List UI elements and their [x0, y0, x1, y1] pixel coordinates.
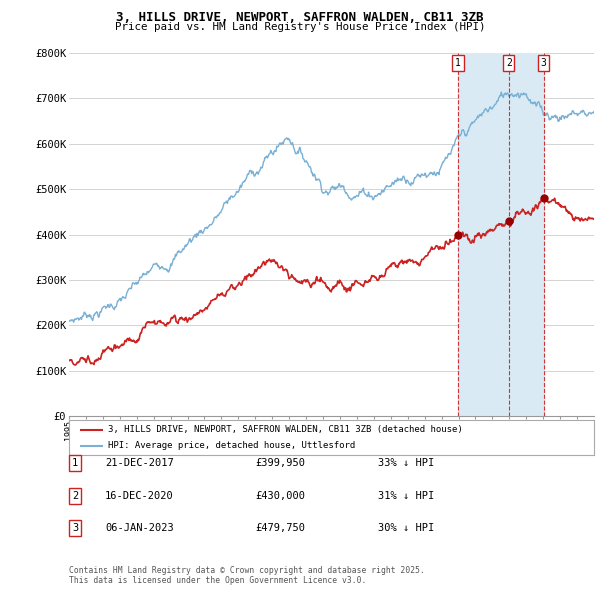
Text: 31% ↓ HPI: 31% ↓ HPI — [378, 491, 434, 500]
Text: 2: 2 — [72, 491, 78, 500]
Text: Price paid vs. HM Land Registry's House Price Index (HPI): Price paid vs. HM Land Registry's House … — [115, 22, 485, 32]
Text: This data is licensed under the Open Government Licence v3.0.: This data is licensed under the Open Gov… — [69, 576, 367, 585]
Text: 06-JAN-2023: 06-JAN-2023 — [105, 523, 174, 533]
Text: Contains HM Land Registry data © Crown copyright and database right 2025.: Contains HM Land Registry data © Crown c… — [69, 566, 425, 575]
Text: 3: 3 — [72, 523, 78, 533]
Bar — [458, 53, 544, 416]
Text: 16-DEC-2020: 16-DEC-2020 — [105, 491, 174, 500]
Text: 3: 3 — [541, 58, 547, 68]
Text: 1: 1 — [72, 458, 78, 468]
Text: £399,950: £399,950 — [255, 458, 305, 468]
Text: £430,000: £430,000 — [255, 491, 305, 500]
Text: 21-DEC-2017: 21-DEC-2017 — [105, 458, 174, 468]
Text: 2: 2 — [506, 58, 512, 68]
Text: 30% ↓ HPI: 30% ↓ HPI — [378, 523, 434, 533]
Text: 3, HILLS DRIVE, NEWPORT, SAFFRON WALDEN, CB11 3ZB (detached house): 3, HILLS DRIVE, NEWPORT, SAFFRON WALDEN,… — [109, 425, 463, 434]
Text: 33% ↓ HPI: 33% ↓ HPI — [378, 458, 434, 468]
Text: 3, HILLS DRIVE, NEWPORT, SAFFRON WALDEN, CB11 3ZB: 3, HILLS DRIVE, NEWPORT, SAFFRON WALDEN,… — [116, 11, 484, 24]
Text: £479,750: £479,750 — [255, 523, 305, 533]
Text: 1: 1 — [455, 58, 461, 68]
Text: HPI: Average price, detached house, Uttlesford: HPI: Average price, detached house, Uttl… — [109, 441, 356, 450]
